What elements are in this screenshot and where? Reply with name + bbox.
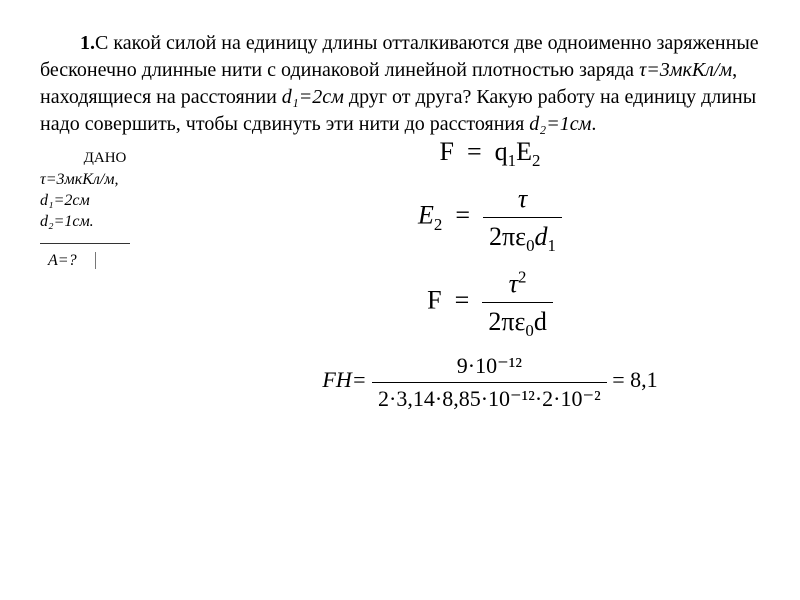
eq4-fraction: 9·10⁻¹² 2·3,14·8,85·10⁻¹²·2·10⁻² xyxy=(372,351,607,413)
eq2-den-pre: 2πε xyxy=(489,222,526,251)
d2-value: d₂=1см xyxy=(529,113,591,135)
eq2-d-sub: 1 xyxy=(548,236,556,255)
eq3-lhs: F xyxy=(427,286,441,315)
given-line-2: d₂=1см. xyxy=(40,212,170,233)
problem-statement: 1.С какой силой на единицу длины отталки… xyxy=(40,30,760,138)
eq4-num: 9·10⁻¹² xyxy=(372,351,607,383)
d1-value: d₁=2см xyxy=(282,86,344,108)
equations-column: F = q1E2 E2 = τ 2πε0d1 F = τ2 2π xyxy=(170,142,760,426)
eq3-fraction: τ2 2πε0d xyxy=(482,266,553,339)
eq3-den-pre: 2πε xyxy=(488,307,525,336)
equation-2: E2 = τ 2πε0d1 xyxy=(220,181,760,254)
eq3-num-exp: 2 xyxy=(518,268,526,287)
eq3-num-tau: τ xyxy=(509,269,518,298)
find-value: A=? xyxy=(40,252,96,269)
given-line-1: τ=3мкКл/м, d₁=2см xyxy=(40,170,170,212)
eq1-lhs: F xyxy=(440,137,454,166)
eq2-E: E xyxy=(418,201,434,230)
eq2-E-sub: 2 xyxy=(434,215,442,234)
eq1-q-sub: 1 xyxy=(508,151,516,170)
eq1-q: q xyxy=(495,137,508,166)
tau-value: τ=3мкКл/м xyxy=(639,59,732,81)
eq1-E-sub: 2 xyxy=(532,151,540,170)
equation-3: F = τ2 2πε0d xyxy=(220,266,760,339)
eq2-eps-sub: 0 xyxy=(526,236,534,255)
solution-area: ДАНО τ=3мкКл/м, d₁=2см d₂=1см. A=? F = q… xyxy=(40,142,760,426)
eq1-E: E xyxy=(516,137,532,166)
eq4-den: 2·3,14·8,85·10⁻¹²·2·10⁻² xyxy=(372,383,607,414)
eq3-eps-sub: 0 xyxy=(525,322,533,341)
given-column: ДАНО τ=3мкКл/м, d₁=2см d₂=1см. A=? xyxy=(40,142,170,271)
eq2-num: τ xyxy=(518,184,527,213)
eq4-lhs: FН= xyxy=(322,368,366,393)
eq3-d: d xyxy=(534,307,547,336)
equation-1: F = q1E2 xyxy=(220,134,760,169)
equation-4: FН= 9·10⁻¹² 2·3,14·8,85·10⁻¹²·2·10⁻² = 8… xyxy=(220,351,760,413)
eq4-result: = 8,1 xyxy=(612,368,657,393)
eq2-fraction: τ 2πε0d1 xyxy=(483,181,562,254)
problem-text-end: . xyxy=(591,113,596,135)
eq2-d: d xyxy=(535,222,548,251)
problem-number: 1. xyxy=(80,32,95,54)
given-divider xyxy=(40,243,130,244)
given-title: ДАНО xyxy=(40,148,170,168)
